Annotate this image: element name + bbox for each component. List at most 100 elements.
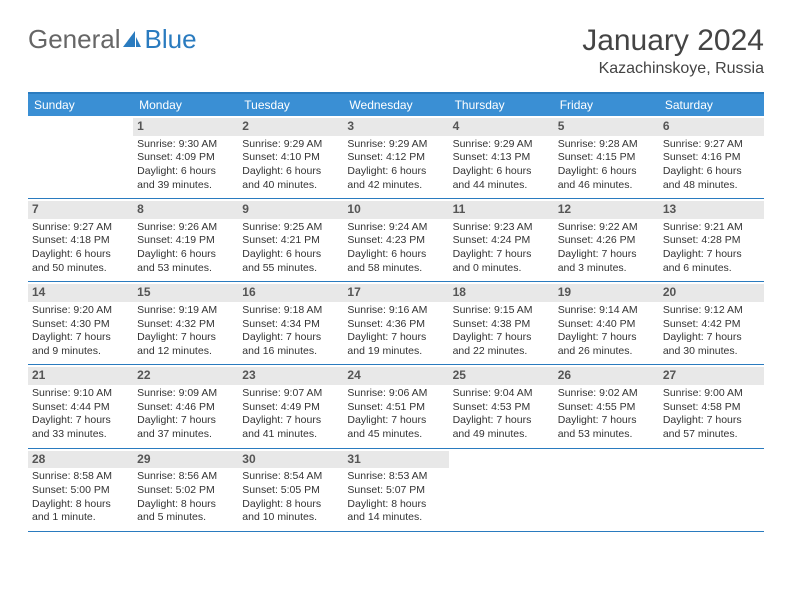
daylight-text: Daylight: 6 hours (558, 165, 655, 179)
daylight-text: Daylight: 8 hours (347, 498, 444, 512)
daylight-text: and 49 minutes. (453, 428, 550, 442)
sunrise-text: Sunrise: 8:53 AM (347, 470, 444, 484)
sunset-text: Sunset: 4:42 PM (663, 318, 760, 332)
calendar-cell: 8Sunrise: 9:26 AMSunset: 4:19 PMDaylight… (133, 199, 238, 281)
sunset-text: Sunset: 4:30 PM (32, 318, 129, 332)
sunrise-text: Sunrise: 9:04 AM (453, 387, 550, 401)
calendar-cell: 25Sunrise: 9:04 AMSunset: 4:53 PMDayligh… (449, 365, 554, 447)
calendar-cell: 3Sunrise: 9:29 AMSunset: 4:12 PMDaylight… (343, 116, 448, 198)
day-header: Saturday (659, 94, 764, 116)
day-header: Sunday (28, 94, 133, 116)
sunset-text: Sunset: 4:21 PM (242, 234, 339, 248)
calendar-cell: 14Sunrise: 9:20 AMSunset: 4:30 PMDayligh… (28, 282, 133, 364)
sunset-text: Sunset: 4:40 PM (558, 318, 655, 332)
day-header: Monday (133, 94, 238, 116)
day-number: 15 (133, 284, 238, 302)
title-block: January 2024 Kazachinskoye, Russia (582, 24, 764, 78)
daylight-text: Daylight: 7 hours (347, 331, 444, 345)
sunrise-text: Sunrise: 9:00 AM (663, 387, 760, 401)
daylight-text: Daylight: 7 hours (558, 414, 655, 428)
daylight-text: and 45 minutes. (347, 428, 444, 442)
calendar-cell: 6Sunrise: 9:27 AMSunset: 4:16 PMDaylight… (659, 116, 764, 198)
sunset-text: Sunset: 4:23 PM (347, 234, 444, 248)
sunrise-text: Sunrise: 9:23 AM (453, 221, 550, 235)
calendar-cell: 15Sunrise: 9:19 AMSunset: 4:32 PMDayligh… (133, 282, 238, 364)
daylight-text: Daylight: 7 hours (347, 414, 444, 428)
sunrise-text: Sunrise: 9:29 AM (347, 138, 444, 152)
day-number: 23 (238, 367, 343, 385)
calendar-cell (28, 116, 133, 198)
day-number: 14 (28, 284, 133, 302)
day-number: 20 (659, 284, 764, 302)
sunrise-text: Sunrise: 9:24 AM (347, 221, 444, 235)
calendar-cell: 26Sunrise: 9:02 AMSunset: 4:55 PMDayligh… (554, 365, 659, 447)
sunrise-text: Sunrise: 9:02 AM (558, 387, 655, 401)
daylight-text: and 9 minutes. (32, 345, 129, 359)
daylight-text: Daylight: 8 hours (242, 498, 339, 512)
sunset-text: Sunset: 5:05 PM (242, 484, 339, 498)
sunset-text: Sunset: 4:24 PM (453, 234, 550, 248)
calendar-cell: 20Sunrise: 9:12 AMSunset: 4:42 PMDayligh… (659, 282, 764, 364)
day-header: Friday (554, 94, 659, 116)
day-number: 12 (554, 201, 659, 219)
sunset-text: Sunset: 4:19 PM (137, 234, 234, 248)
daylight-text: Daylight: 7 hours (663, 414, 760, 428)
daylight-text: Daylight: 7 hours (453, 331, 550, 345)
daylight-text: and 1 minute. (32, 511, 129, 525)
daylight-text: Daylight: 6 hours (32, 248, 129, 262)
daylight-text: Daylight: 8 hours (137, 498, 234, 512)
calendar-cell: 31Sunrise: 8:53 AMSunset: 5:07 PMDayligh… (343, 449, 448, 531)
calendar-cell: 17Sunrise: 9:16 AMSunset: 4:36 PMDayligh… (343, 282, 448, 364)
logo: General Blue (28, 24, 197, 55)
daylight-text: and 10 minutes. (242, 511, 339, 525)
calendar-cell: 22Sunrise: 9:09 AMSunset: 4:46 PMDayligh… (133, 365, 238, 447)
calendar-cell: 9Sunrise: 9:25 AMSunset: 4:21 PMDaylight… (238, 199, 343, 281)
daylight-text: Daylight: 7 hours (558, 331, 655, 345)
sunset-text: Sunset: 4:28 PM (663, 234, 760, 248)
day-number: 30 (238, 451, 343, 469)
daylight-text: Daylight: 6 hours (242, 248, 339, 262)
daylight-text: and 41 minutes. (242, 428, 339, 442)
day-number: 17 (343, 284, 448, 302)
day-number: 29 (133, 451, 238, 469)
daylight-text: and 53 minutes. (137, 262, 234, 276)
sunrise-text: Sunrise: 9:12 AM (663, 304, 760, 318)
sunset-text: Sunset: 4:36 PM (347, 318, 444, 332)
sunrise-text: Sunrise: 9:27 AM (32, 221, 129, 235)
sunrise-text: Sunrise: 9:29 AM (453, 138, 550, 152)
sunset-text: Sunset: 5:02 PM (137, 484, 234, 498)
daylight-text: Daylight: 7 hours (453, 414, 550, 428)
sunset-text: Sunset: 5:07 PM (347, 484, 444, 498)
daylight-text: and 16 minutes. (242, 345, 339, 359)
sunset-text: Sunset: 4:26 PM (558, 234, 655, 248)
header: General Blue January 2024 Kazachinskoye,… (28, 24, 764, 78)
day-header: Wednesday (343, 94, 448, 116)
sunset-text: Sunset: 4:15 PM (558, 151, 655, 165)
daylight-text: Daylight: 8 hours (32, 498, 129, 512)
day-header-row: Sunday Monday Tuesday Wednesday Thursday… (28, 94, 764, 116)
calendar-cell: 4Sunrise: 9:29 AMSunset: 4:13 PMDaylight… (449, 116, 554, 198)
sunrise-text: Sunrise: 9:26 AM (137, 221, 234, 235)
week-row: 14Sunrise: 9:20 AMSunset: 4:30 PMDayligh… (28, 282, 764, 365)
sunrise-text: Sunrise: 9:19 AM (137, 304, 234, 318)
daylight-text: and 57 minutes. (663, 428, 760, 442)
day-number: 2 (238, 118, 343, 136)
logo-text-2: Blue (145, 24, 197, 55)
sunrise-text: Sunrise: 9:15 AM (453, 304, 550, 318)
day-number: 24 (343, 367, 448, 385)
day-number: 27 (659, 367, 764, 385)
daylight-text: Daylight: 6 hours (663, 165, 760, 179)
calendar-cell: 24Sunrise: 9:06 AMSunset: 4:51 PMDayligh… (343, 365, 448, 447)
daylight-text: Daylight: 6 hours (137, 165, 234, 179)
day-number: 22 (133, 367, 238, 385)
sunrise-text: Sunrise: 9:07 AM (242, 387, 339, 401)
day-header: Tuesday (238, 94, 343, 116)
daylight-text: Daylight: 7 hours (663, 248, 760, 262)
day-number: 7 (28, 201, 133, 219)
day-number: 5 (554, 118, 659, 136)
daylight-text: Daylight: 7 hours (558, 248, 655, 262)
calendar-cell: 11Sunrise: 9:23 AMSunset: 4:24 PMDayligh… (449, 199, 554, 281)
daylight-text: and 22 minutes. (453, 345, 550, 359)
daylight-text: and 30 minutes. (663, 345, 760, 359)
calendar-cell: 16Sunrise: 9:18 AMSunset: 4:34 PMDayligh… (238, 282, 343, 364)
